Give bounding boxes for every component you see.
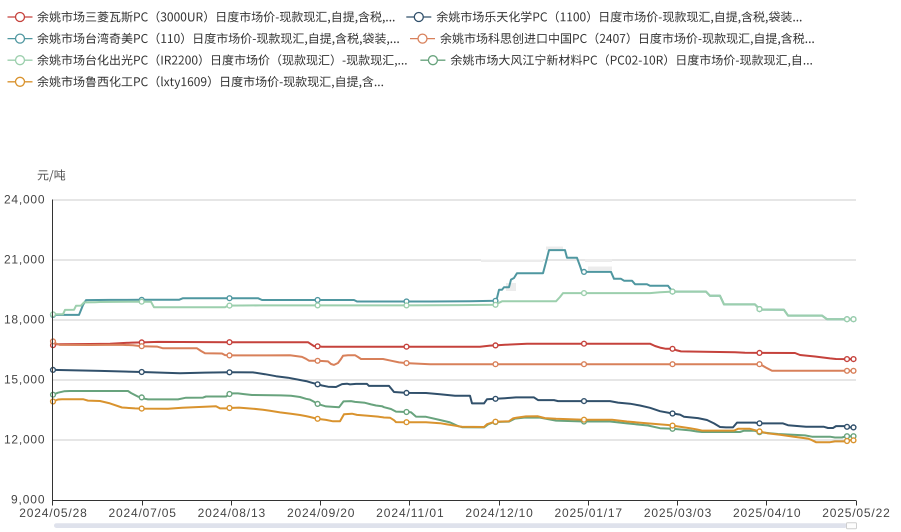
svg-text:9,000: 9,000 [11,493,45,507]
svg-text:2024/05/28: 2024/05/28 [19,506,87,520]
svg-text:2025/01/17: 2025/01/17 [555,506,623,520]
svg-text:2024/07/05: 2024/07/05 [108,506,176,520]
svg-text:2024/12/10: 2024/12/10 [465,506,533,520]
svg-text:18,000: 18,000 [4,313,45,327]
svg-text:2025/05/22: 2025/05/22 [822,506,890,520]
svg-text:24,000: 24,000 [4,193,45,207]
svg-text:12,000: 12,000 [4,433,45,447]
svg-text:2025/03/03: 2025/03/03 [644,506,712,520]
svg-text:15,000: 15,000 [4,373,45,387]
svg-text:2024/09/20: 2024/09/20 [287,506,355,520]
svg-text:2025/04/10: 2025/04/10 [733,506,801,520]
svg-text:2024/08/13: 2024/08/13 [198,506,266,520]
svg-text:21,000: 21,000 [4,253,45,267]
svg-text:2024/11/01: 2024/11/01 [376,506,444,520]
